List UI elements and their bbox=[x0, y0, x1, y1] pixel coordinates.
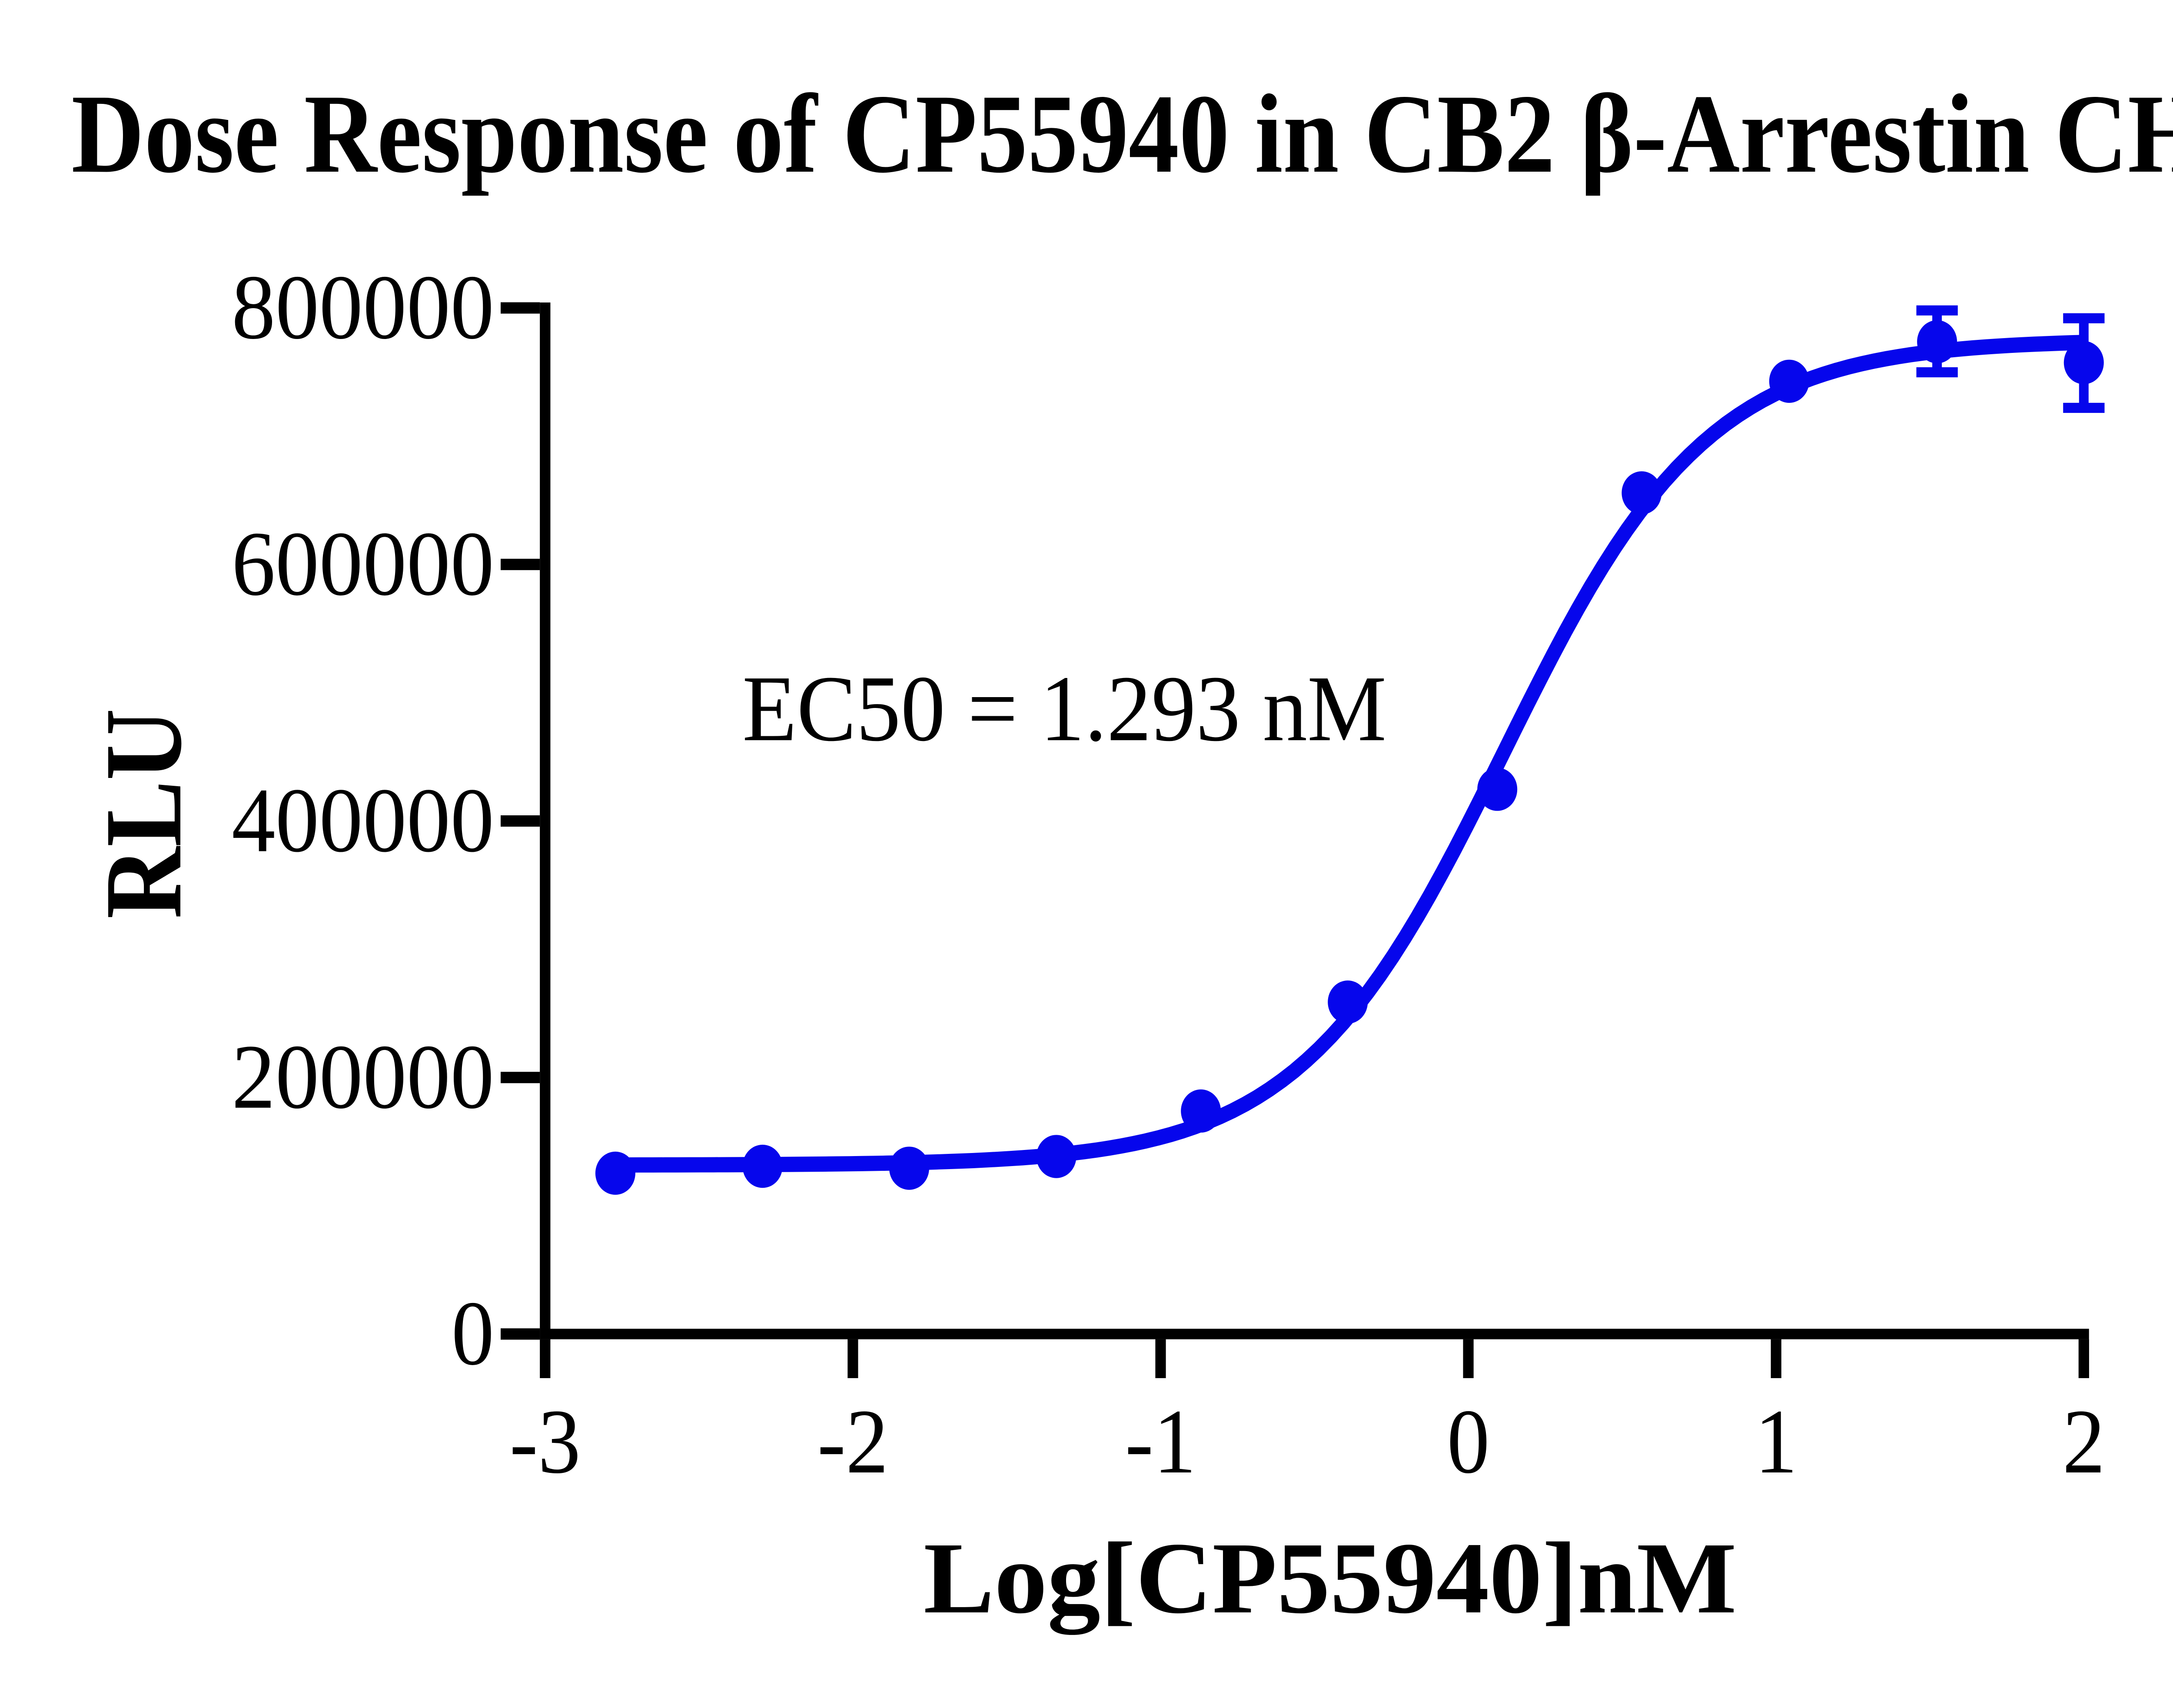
svg-text:-3: -3 bbox=[510, 1391, 581, 1493]
svg-text:Log[CP55940]nM: Log[CP55940]nM bbox=[924, 1522, 1737, 1635]
svg-text:-2: -2 bbox=[817, 1391, 889, 1493]
svg-text:400000: 400000 bbox=[232, 770, 494, 872]
svg-text:Dose Response of CP55940 in CB: Dose Response of CP55940 in CB2 β-Arrest… bbox=[71, 72, 2173, 196]
svg-text:800000: 800000 bbox=[232, 256, 494, 359]
svg-text:0: 0 bbox=[1447, 1391, 1490, 1493]
svg-text:0: 0 bbox=[452, 1283, 494, 1385]
svg-text:600000: 600000 bbox=[232, 513, 494, 615]
svg-text:200000: 200000 bbox=[232, 1026, 494, 1128]
svg-text:EC50 = 1.293 nM: EC50 = 1.293 nM bbox=[742, 657, 1386, 761]
svg-text:1: 1 bbox=[1755, 1391, 1798, 1493]
svg-text:RLU: RLU bbox=[83, 708, 205, 919]
svg-text:-1: -1 bbox=[1125, 1391, 1196, 1493]
svg-text:2: 2 bbox=[2063, 1391, 2105, 1493]
